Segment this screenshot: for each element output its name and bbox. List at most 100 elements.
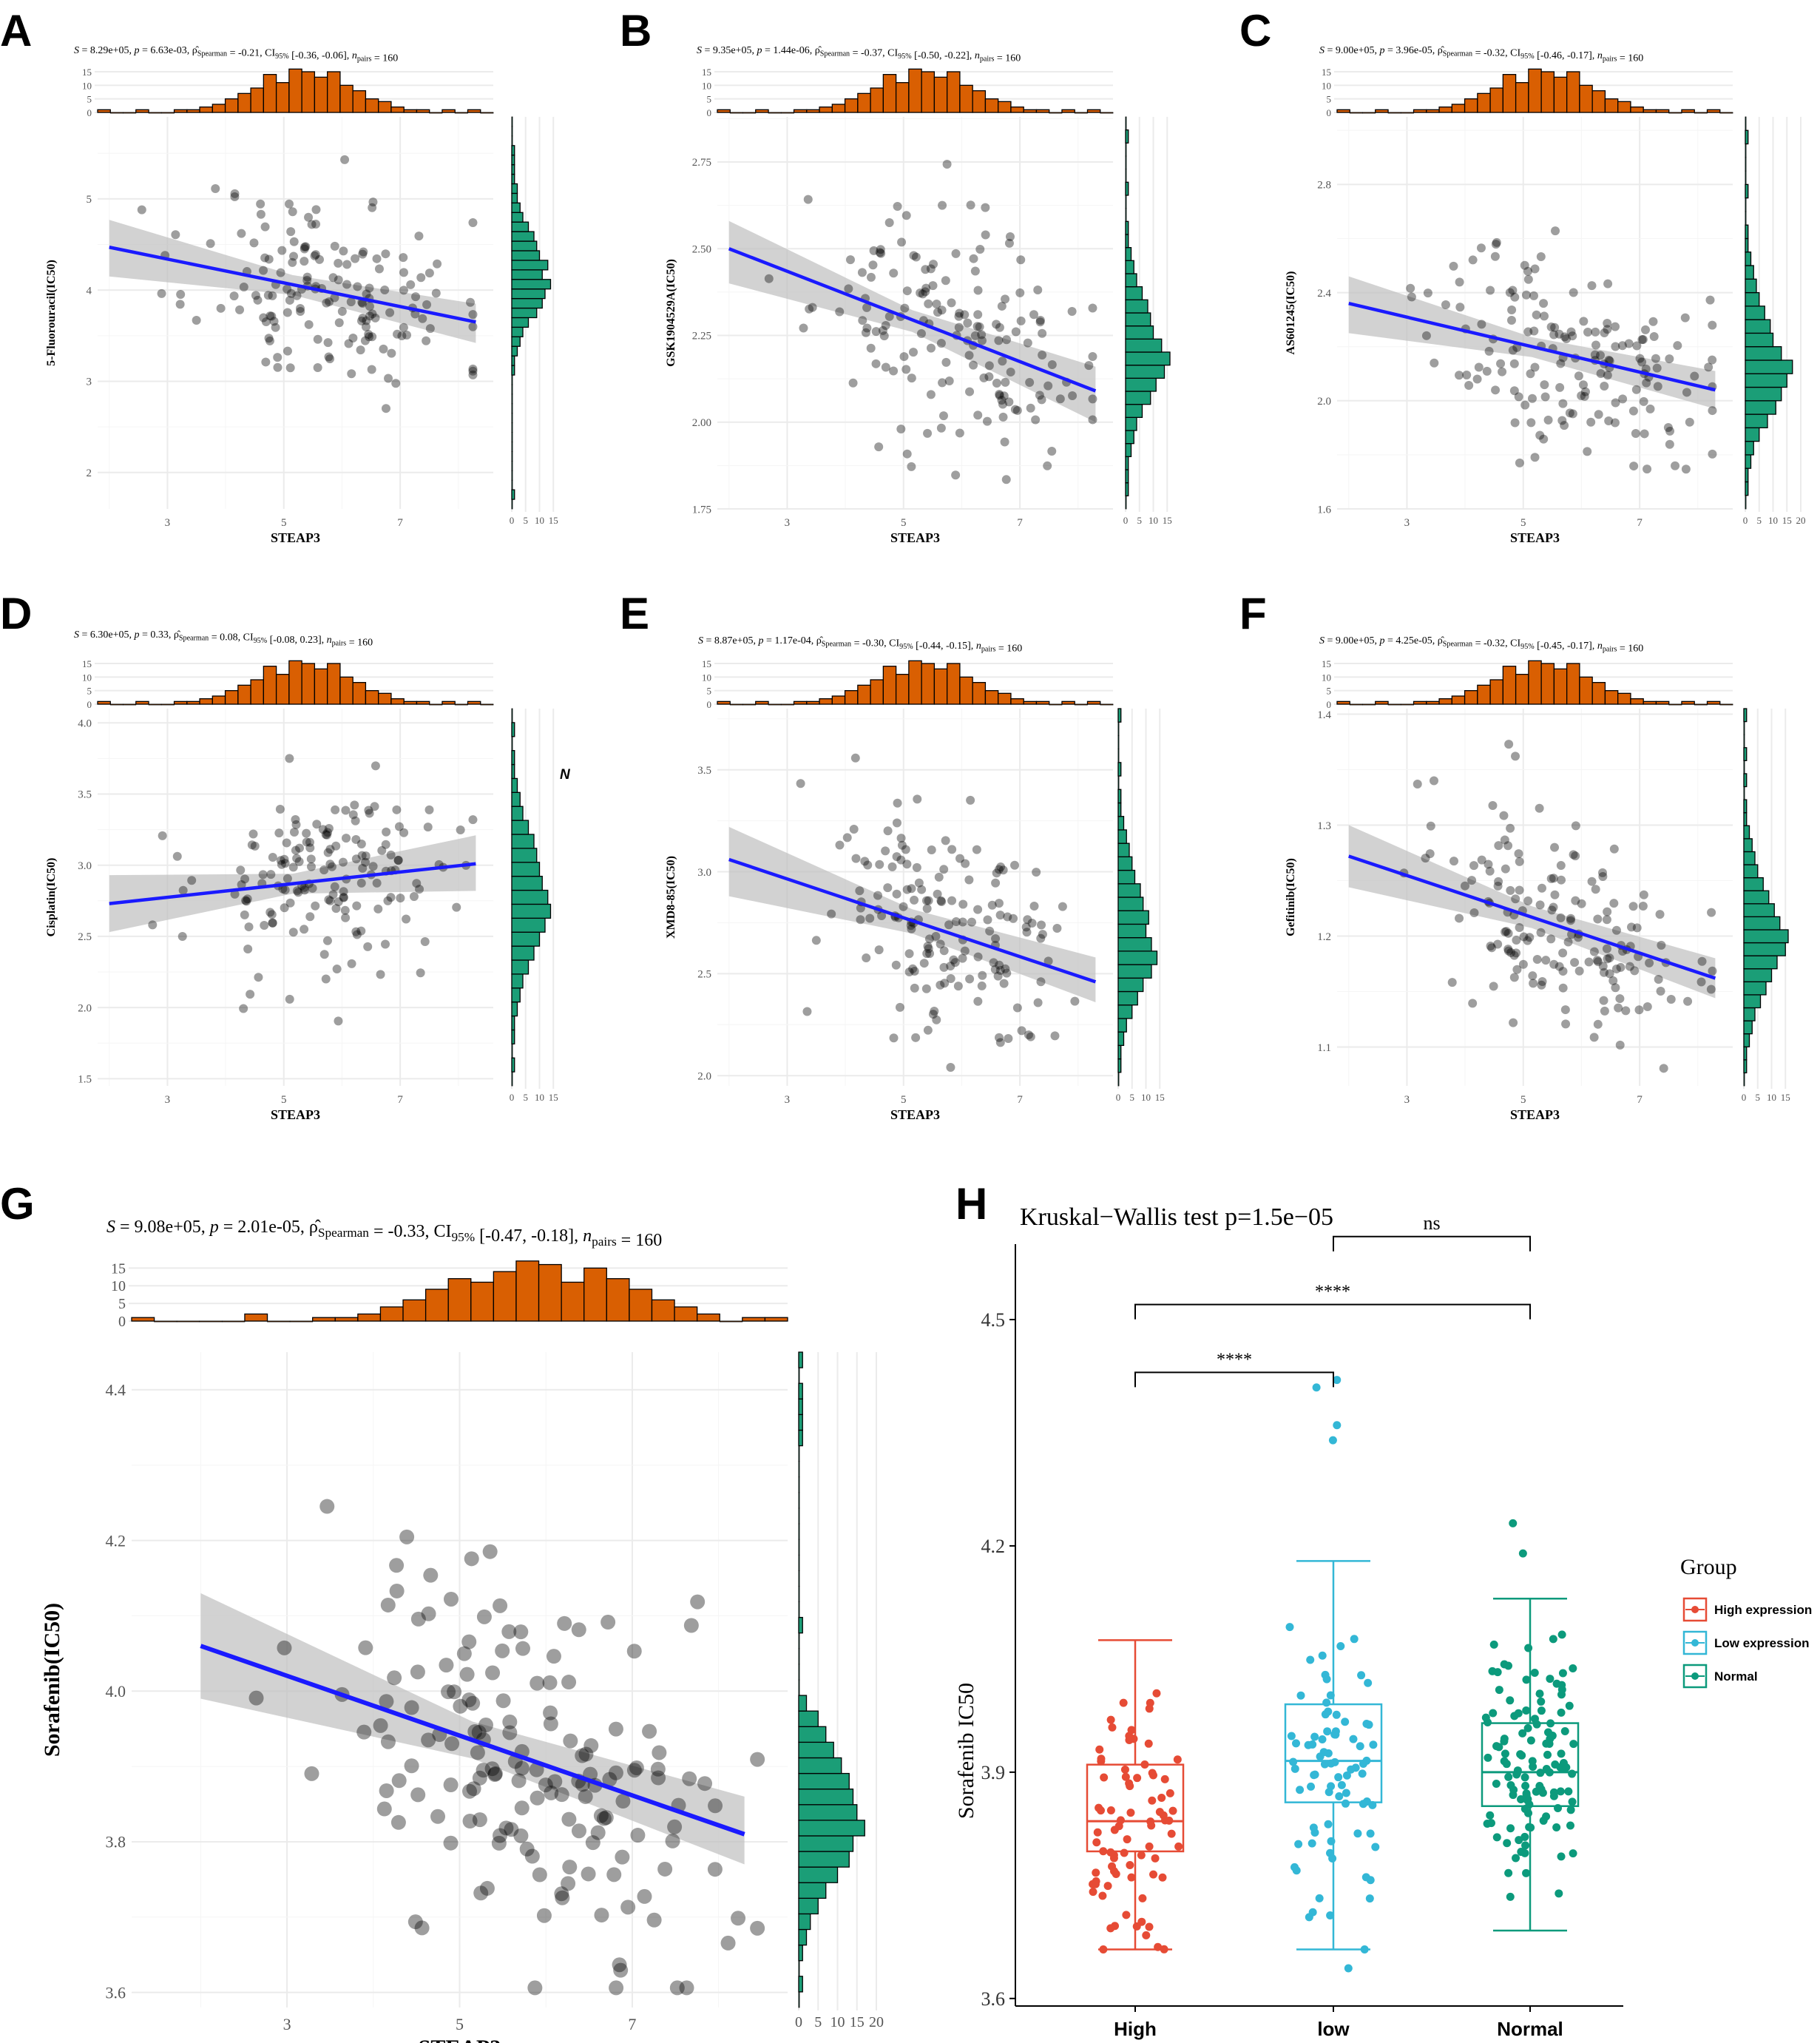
right-hist-bar: [1745, 440, 1754, 456]
data-point: [387, 1670, 402, 1686]
data-point: [665, 1833, 680, 1848]
jitter-point: [1324, 1707, 1333, 1716]
data-point: [1508, 345, 1518, 355]
right-hist-tick-label: 20: [1796, 515, 1806, 526]
data-point: [955, 308, 964, 318]
data-point: [1455, 371, 1464, 380]
top-hist-bar: [424, 1289, 449, 1322]
stat-title: S = 9.00e+05, p = 4.25e-05, ρ̂Spearman =…: [1319, 635, 1643, 655]
data-point: [1015, 288, 1025, 297]
data-point: [1476, 243, 1486, 253]
x-tick-label: 7: [1637, 1094, 1643, 1106]
data-point: [967, 917, 976, 927]
right-hist-bar: [511, 317, 530, 328]
right-hist-bar: [511, 848, 538, 863]
right-hist-bar: [1117, 1072, 1120, 1087]
data-point: [302, 272, 312, 282]
data-point: [325, 845, 335, 854]
jitter-point: [1552, 1823, 1561, 1831]
jitter-point: [1114, 1822, 1123, 1831]
data-point: [1540, 311, 1549, 321]
right-hist-bar: [1745, 143, 1747, 158]
data-point: [1591, 885, 1600, 894]
top-hist-bar: [1643, 700, 1657, 705]
jitter-point: [1320, 1760, 1329, 1769]
data-point: [313, 334, 322, 344]
data-point: [288, 207, 297, 217]
top-hist-bar: [1413, 109, 1427, 113]
data-point: [529, 1762, 544, 1777]
data-point: [606, 1867, 622, 1882]
data-point: [487, 1767, 503, 1783]
right-hist-tick-label: 5: [524, 515, 529, 526]
data-point: [916, 288, 925, 298]
y-tick-label: 2.5: [78, 931, 92, 943]
jitter-point: [1308, 1839, 1316, 1848]
data-point: [253, 295, 263, 305]
top-hist-bar: [1591, 90, 1606, 113]
data-point: [947, 845, 957, 854]
data-point: [414, 1920, 430, 1936]
data-point: [313, 362, 322, 372]
data-point: [866, 272, 876, 282]
data-point: [443, 1835, 459, 1851]
right-hist-bar: [1117, 936, 1152, 952]
data-point: [1001, 377, 1010, 387]
jitter-point: [1310, 1732, 1319, 1741]
jitter-point: [1335, 1792, 1344, 1800]
data-point: [260, 253, 270, 263]
top-hist-bar: [1694, 703, 1708, 706]
data-point: [1514, 392, 1523, 402]
right-hist-bar: [511, 903, 552, 919]
data-point: [1649, 331, 1659, 341]
right-hist-bar: [1117, 829, 1127, 844]
top-hist-bar: [1362, 703, 1376, 706]
data-point: [1033, 286, 1043, 295]
data-point: [236, 865, 246, 875]
right-hist-bar: [1745, 427, 1760, 442]
data-point: [1494, 877, 1503, 886]
regression-line: [728, 247, 1097, 393]
stat-fragment: = 9.00e+05,: [1325, 635, 1380, 646]
jitter-point: [1095, 1745, 1104, 1754]
y-tick-label: 2.5: [697, 969, 711, 981]
data-point: [377, 845, 387, 855]
data-point: [344, 339, 353, 348]
data-point: [900, 303, 910, 313]
top-hist-tick-label: 5: [1327, 94, 1332, 105]
data-point: [1557, 875, 1566, 885]
data-point: [514, 1800, 530, 1816]
data-point: [289, 237, 299, 246]
y-axis-title: Sorafenib IC50: [954, 1683, 978, 1819]
data-point: [908, 348, 918, 357]
jitter-point: [1559, 1759, 1568, 1768]
right-hist-tick-label: 0: [1123, 515, 1129, 526]
data-point: [157, 288, 166, 298]
right-hist-bar: [1745, 157, 1747, 172]
jitter-point: [1119, 1698, 1128, 1707]
right-hist-bar: [1745, 467, 1749, 483]
right-hist-tick-label: 0: [795, 2014, 802, 2030]
jitter-point: [1481, 1713, 1490, 1722]
data-point: [999, 979, 1009, 988]
stat-fragment: = 160: [1617, 644, 1643, 655]
data-point: [1583, 327, 1593, 337]
right-hist-bar: [511, 173, 515, 185]
right-hist-tick-label: 0: [510, 515, 515, 526]
data-point: [1489, 982, 1498, 991]
data-point: [347, 369, 356, 379]
data-point: [1659, 1064, 1668, 1073]
data-point: [999, 391, 1009, 401]
data-point: [1026, 403, 1035, 413]
data-point: [629, 1760, 644, 1775]
right-hist-bar: [798, 1835, 854, 1852]
data-point: [356, 1724, 372, 1740]
data-point: [538, 1777, 553, 1793]
x-tick-label: 3: [283, 2015, 291, 2033]
data-point: [1708, 355, 1717, 365]
y-tick-label: 4.0: [106, 1682, 126, 1701]
stat-fragment: = 9.00e+05,: [1325, 45, 1380, 56]
stat-fragment: = 0.08, CI: [209, 632, 254, 644]
data-point: [1455, 914, 1464, 923]
data-point: [291, 815, 300, 825]
